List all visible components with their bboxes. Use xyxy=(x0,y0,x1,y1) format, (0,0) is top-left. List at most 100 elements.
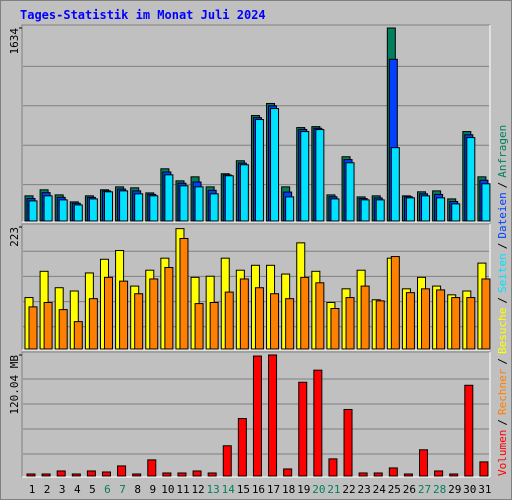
bar xyxy=(375,300,385,350)
legend-separator: / xyxy=(496,182,509,189)
bar xyxy=(71,473,81,477)
bar xyxy=(239,278,249,350)
bar xyxy=(164,266,174,350)
legend-entry: Anfragen xyxy=(496,125,509,178)
chart-title: Tages-Statistik im Monat Juli 2024 xyxy=(20,8,266,22)
bar xyxy=(375,199,385,222)
bar xyxy=(451,297,461,350)
bar xyxy=(73,204,83,222)
legend-entry: Volumen xyxy=(496,430,509,476)
bar xyxy=(466,137,476,222)
bar xyxy=(405,197,415,222)
legend: Volumen / Rechner / Besuche / Seiten / Dateien / A… xyxy=(496,125,509,476)
x-tick-label: 26 xyxy=(403,483,416,496)
bar xyxy=(207,472,217,477)
x-tick-label: 24 xyxy=(373,483,387,496)
bar xyxy=(421,195,431,222)
bar xyxy=(222,445,232,477)
x-tick-label: 29 xyxy=(448,483,461,496)
x-tick-label: 20 xyxy=(312,483,325,496)
bar xyxy=(300,131,310,222)
bar xyxy=(209,301,219,350)
bar xyxy=(237,418,247,477)
bar xyxy=(192,470,202,477)
bar xyxy=(345,297,355,350)
bar xyxy=(149,195,159,222)
bar xyxy=(88,298,98,350)
x-tick-label: 31 xyxy=(478,483,491,496)
bar xyxy=(300,276,310,350)
bar xyxy=(179,237,189,350)
bar xyxy=(268,354,278,477)
legend-entry: Dateien xyxy=(496,192,509,238)
bar xyxy=(285,196,295,222)
x-tick-label: 25 xyxy=(388,483,401,496)
x-tick-label: 30 xyxy=(463,483,476,496)
bar xyxy=(194,303,204,350)
x-tick-label: 23 xyxy=(358,483,371,496)
bar xyxy=(481,278,491,350)
bar xyxy=(209,193,219,222)
bar xyxy=(285,298,295,350)
x-tick-label: 28 xyxy=(433,483,446,496)
bar xyxy=(103,191,113,222)
bar xyxy=(147,459,157,477)
x-tick-label: 2 xyxy=(44,483,51,496)
bar xyxy=(164,174,174,222)
bar xyxy=(194,186,204,222)
x-tick-label: 16 xyxy=(252,483,265,496)
legend-separator: / xyxy=(496,358,509,365)
x-tick-label: 18 xyxy=(282,483,295,496)
bar xyxy=(134,293,144,350)
bar xyxy=(464,384,474,477)
bar xyxy=(224,291,234,350)
x-tick-label: 11 xyxy=(176,483,189,496)
bar xyxy=(419,449,429,477)
legend-separator: / xyxy=(496,419,509,426)
bar xyxy=(390,256,400,350)
bar xyxy=(358,472,368,477)
bar xyxy=(43,301,53,350)
bar xyxy=(56,470,66,477)
bar xyxy=(421,288,431,350)
x-tick-label: 27 xyxy=(418,483,431,496)
x-tick-label: 10 xyxy=(161,483,174,496)
bar xyxy=(252,355,262,477)
x-tick-label: 7 xyxy=(119,483,126,496)
legend-entry: Besuche xyxy=(496,308,509,354)
bar xyxy=(315,282,325,350)
bar xyxy=(388,467,398,477)
bar xyxy=(403,473,413,477)
bar xyxy=(481,183,491,222)
bar xyxy=(119,190,129,222)
x-tick-label: 17 xyxy=(267,483,280,496)
y-tick-label: 1634 xyxy=(8,28,21,55)
bar xyxy=(436,289,446,350)
bar xyxy=(345,162,355,222)
bar xyxy=(73,321,83,350)
x-tick-label: 8 xyxy=(134,483,141,496)
bar xyxy=(330,308,340,350)
bar xyxy=(103,276,113,350)
bar xyxy=(298,381,308,477)
bar xyxy=(119,280,129,350)
x-tick-label: 9 xyxy=(149,483,156,496)
x-tick-label: 22 xyxy=(342,483,355,496)
bar xyxy=(177,472,187,477)
bar xyxy=(224,175,234,222)
bar xyxy=(451,203,461,222)
bar xyxy=(149,278,159,350)
x-tick-label: 21 xyxy=(327,483,340,496)
bar xyxy=(390,147,400,222)
bar xyxy=(162,472,172,477)
x-tick-label: 4 xyxy=(74,483,81,496)
x-tick-label: 12 xyxy=(191,483,204,496)
x-tick-label: 19 xyxy=(297,483,310,496)
bar xyxy=(283,468,293,477)
bar xyxy=(117,465,127,477)
bar xyxy=(313,369,323,477)
bar xyxy=(132,473,142,477)
x-tick-label: 5 xyxy=(89,483,96,496)
